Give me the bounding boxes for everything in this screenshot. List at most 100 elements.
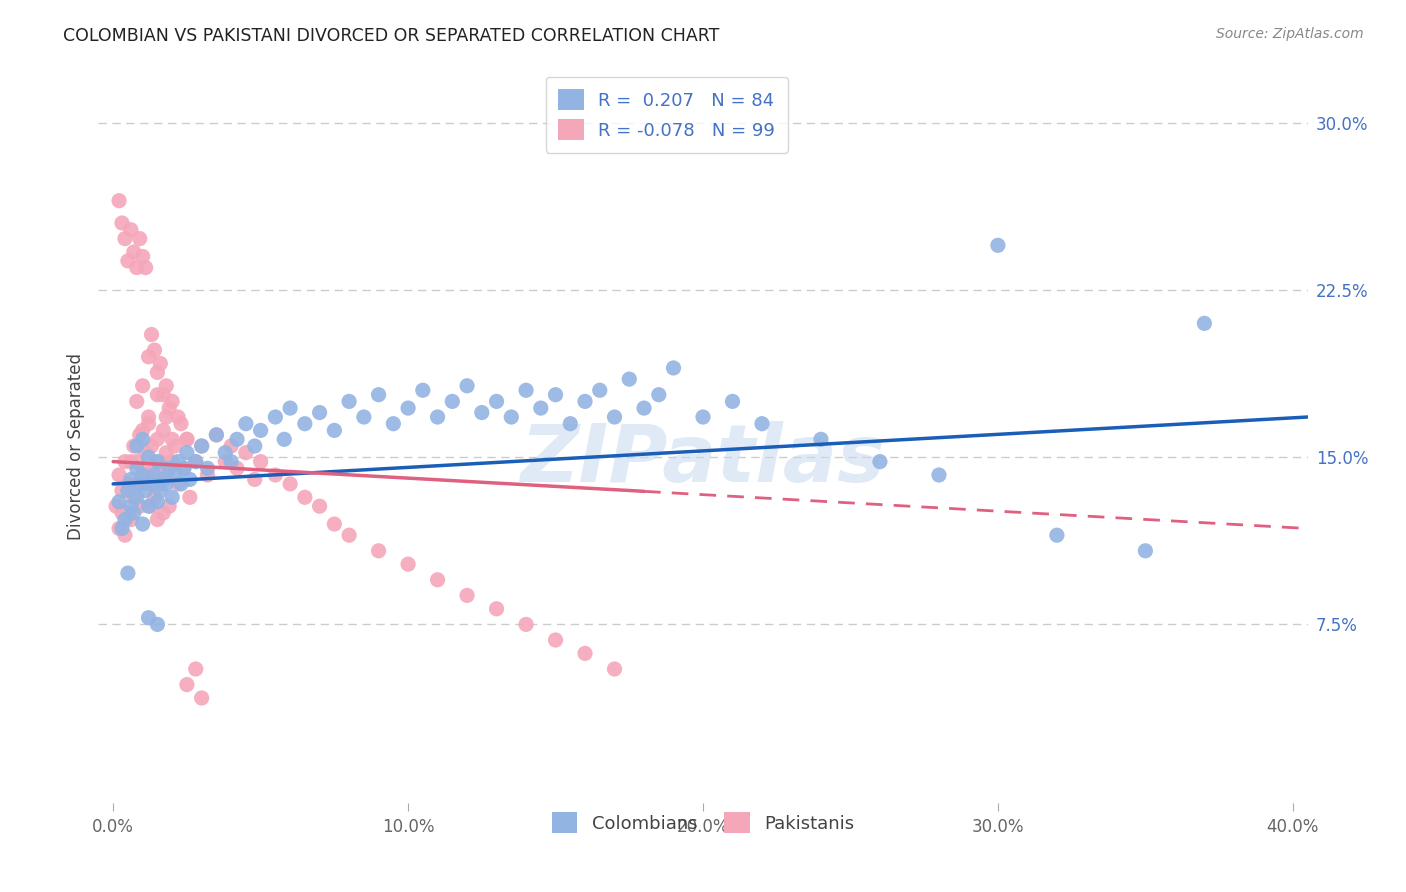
Point <box>367 543 389 558</box>
Point <box>138 409 160 424</box>
Point <box>120 472 142 486</box>
Point <box>117 506 139 520</box>
Point <box>122 490 145 504</box>
Point <box>456 589 478 603</box>
Point <box>190 439 212 453</box>
Point <box>721 394 744 409</box>
Point <box>308 500 330 514</box>
Point <box>125 476 148 491</box>
Point <box>176 446 198 460</box>
Point <box>131 467 153 482</box>
Point <box>485 601 508 615</box>
Point <box>167 454 190 469</box>
Point <box>135 476 157 491</box>
Point <box>176 678 198 692</box>
Point <box>167 409 190 424</box>
Point <box>146 366 169 380</box>
Point <box>128 500 150 514</box>
Point <box>692 409 714 424</box>
Point <box>179 490 201 504</box>
Point <box>105 500 128 514</box>
Point <box>114 512 136 526</box>
Point <box>190 690 212 705</box>
Point <box>108 194 131 208</box>
Point <box>928 467 950 482</box>
Point <box>589 384 612 398</box>
Point <box>264 409 287 424</box>
Point <box>323 517 346 532</box>
Point <box>114 231 136 245</box>
Point <box>125 454 148 469</box>
Point <box>146 494 169 508</box>
Point <box>367 387 389 401</box>
Point <box>111 483 134 498</box>
Point <box>515 617 537 632</box>
Point <box>396 557 419 572</box>
Point <box>235 446 257 460</box>
Point <box>160 432 183 446</box>
Point <box>135 483 157 498</box>
Point <box>155 409 177 424</box>
Point <box>125 490 148 504</box>
Point <box>149 454 172 469</box>
Point <box>869 454 891 469</box>
Point <box>131 423 153 437</box>
Point <box>412 384 434 398</box>
Point <box>501 409 523 424</box>
Point <box>146 617 169 632</box>
Point <box>135 260 157 275</box>
Point <box>308 405 330 419</box>
Point <box>179 472 201 486</box>
Point <box>117 253 139 268</box>
Point <box>337 394 360 409</box>
Point <box>131 461 153 475</box>
Point <box>226 432 249 446</box>
Point <box>152 506 174 520</box>
Point <box>120 500 142 514</box>
Point <box>165 467 187 482</box>
Point <box>128 476 150 491</box>
Point <box>485 394 508 409</box>
Point <box>152 387 174 401</box>
Point <box>751 417 773 431</box>
Point <box>619 372 641 386</box>
Point <box>131 517 153 532</box>
Legend: Colombians, Pakistanis: Colombians, Pakistanis <box>544 805 862 840</box>
Point <box>323 423 346 437</box>
Point <box>157 461 180 475</box>
Point <box>456 378 478 392</box>
Point <box>219 454 242 469</box>
Point <box>426 573 449 587</box>
Point <box>633 401 655 416</box>
Point <box>128 427 150 442</box>
Point <box>135 446 157 460</box>
Point <box>603 409 626 424</box>
Point <box>138 350 160 364</box>
Point <box>157 401 180 416</box>
Point <box>138 467 160 482</box>
Point <box>120 454 142 469</box>
Point <box>337 528 360 542</box>
Point <box>108 467 131 482</box>
Point <box>544 633 567 648</box>
Point <box>396 401 419 416</box>
Point <box>184 662 207 676</box>
Point <box>249 423 271 437</box>
Point <box>544 387 567 401</box>
Point <box>146 387 169 401</box>
Point <box>155 378 177 392</box>
Point <box>197 467 219 482</box>
Point <box>122 506 145 520</box>
Point <box>226 461 249 475</box>
Point <box>160 490 183 504</box>
Point <box>441 394 464 409</box>
Point <box>117 483 139 498</box>
Point <box>146 512 169 526</box>
Point <box>143 343 166 357</box>
Point <box>138 610 160 624</box>
Point <box>157 500 180 514</box>
Y-axis label: Divorced or Separated: Divorced or Separated <box>66 352 84 540</box>
Point <box>167 476 190 491</box>
Point <box>125 461 148 475</box>
Point <box>574 646 596 660</box>
